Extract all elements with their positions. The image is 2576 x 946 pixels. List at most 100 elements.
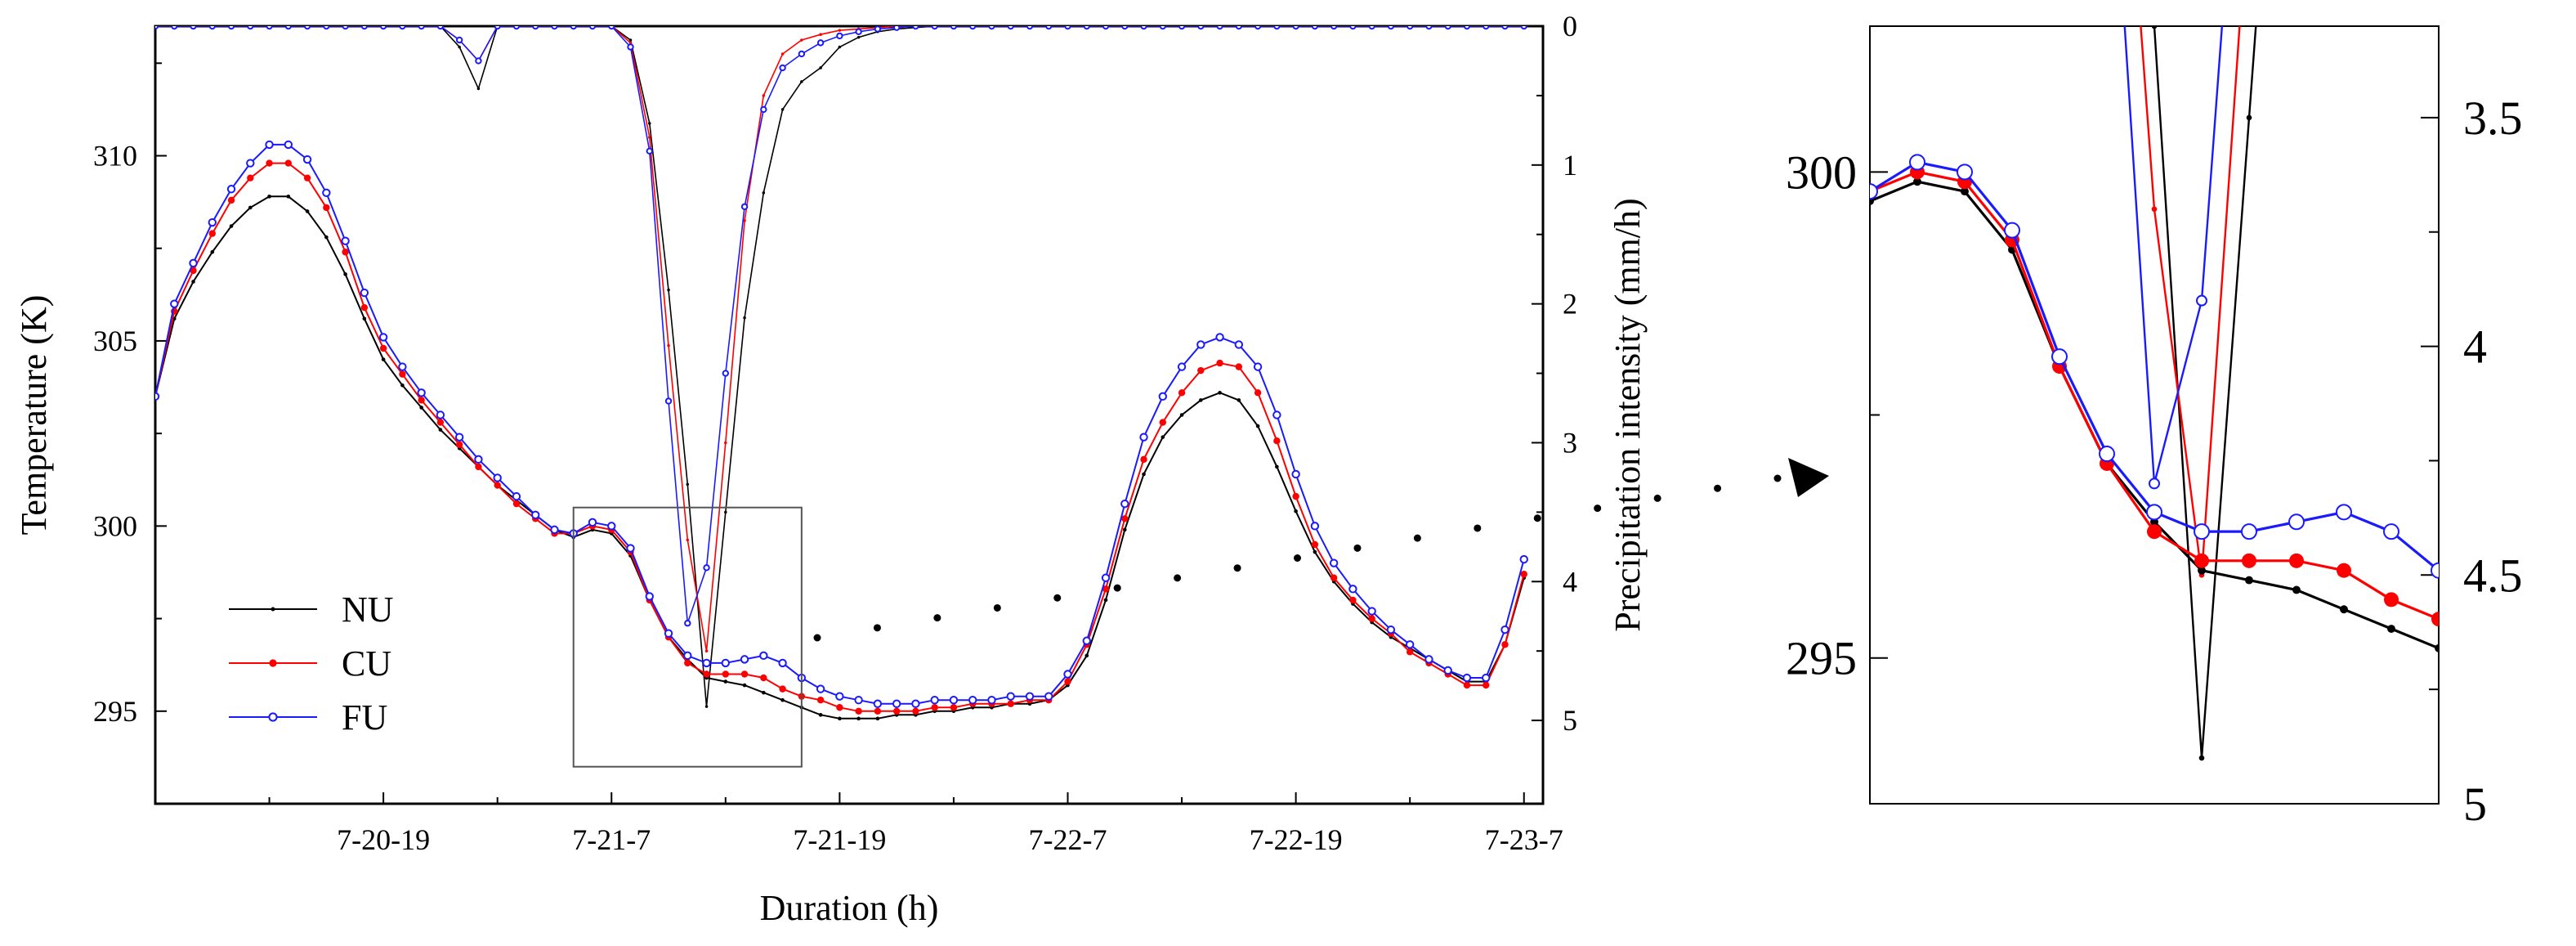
- temp-series-fu-point: [302, 155, 312, 164]
- temp-series-cu-point: [1463, 681, 1471, 689]
- precip-series-fu-point: [284, 26, 293, 30]
- precip-series-cu-point: [667, 343, 670, 347]
- precip-series-fu-point: [1083, 26, 1090, 30]
- temp-series-fu-point: [1310, 522, 1320, 531]
- temp-series-nu-point: [780, 697, 785, 702]
- inset-temp-cu-point: [2242, 553, 2256, 568]
- precip-series-fu-point: [1159, 26, 1166, 30]
- pointer-arrowhead: [1788, 458, 1829, 497]
- temp-series-fu-point: [360, 288, 369, 298]
- temp-series-nu-point: [1142, 472, 1146, 477]
- temp-series-cu-point: [1140, 455, 1147, 464]
- x-tick-label: 7-20-19: [337, 823, 430, 856]
- inset-precip-cu: [2140, 26, 2241, 578]
- inset-temp-cu-point: [2194, 553, 2209, 568]
- temp-series-fu-point: [1177, 362, 1187, 371]
- temp-series-fu-point: [1424, 655, 1433, 664]
- temp-series-fu-point: [1120, 499, 1129, 509]
- temp-series-fu-point: [226, 185, 236, 194]
- precip-series-nu-point: [743, 316, 746, 320]
- temp-series-fu-point: [170, 299, 179, 308]
- precip-series-fu-point: [1463, 26, 1471, 30]
- temp-series-cu-point: [1520, 571, 1527, 578]
- pointer-dot: [1714, 484, 1722, 492]
- precip-series-cu-point: [704, 649, 709, 652]
- temp-series-fu-point: [1482, 673, 1491, 683]
- precip-series-fu-point: [303, 26, 311, 30]
- temp-series-cu-point: [779, 685, 786, 693]
- precip-series-nu-point: [800, 80, 803, 83]
- temp-series-cu-point: [892, 707, 901, 715]
- temp-series-cu-point: [1159, 419, 1166, 426]
- inset-precip-nu: [2151, 26, 2257, 761]
- temp-series-fu-point: [949, 696, 959, 705]
- temp-series-fu-point: [1386, 625, 1396, 634]
- precip-series-fu-point: [912, 26, 919, 30]
- temp-series-fu-point: [1006, 692, 1015, 701]
- temp-series-nu-point: [1122, 527, 1127, 532]
- temp-series-fu-point: [930, 696, 939, 705]
- temp-series-cu-point: [855, 707, 862, 715]
- plot-frame: [154, 25, 1545, 805]
- inset-y-tick-label: 300: [1786, 146, 1857, 199]
- y-tick-label: 305: [93, 325, 137, 357]
- pointer-dot: [813, 634, 821, 642]
- inset-precip-fu: [2123, 26, 2224, 490]
- temp-series-nu-point: [1218, 391, 1222, 395]
- temp-series-cu-point: [512, 500, 521, 508]
- temp-series-nu-point: [324, 235, 329, 240]
- temp-series-fu-point: [550, 525, 559, 535]
- precip-series-fu-point: [323, 26, 330, 30]
- precip-series-fu-point: [722, 370, 730, 377]
- inset-precip-fu-line: [2123, 26, 2224, 484]
- precip-series-fu-point: [1140, 26, 1147, 30]
- zoom-pointer: [813, 458, 1829, 642]
- inset-temp-cu-point: [2289, 553, 2304, 568]
- temp-series-nu-point: [1103, 598, 1108, 603]
- temp-series-fu-point: [189, 258, 198, 268]
- precip-series-fu-point: [551, 26, 558, 30]
- temp-series-cu-point: [399, 370, 406, 378]
- precip-series-fu-point: [1102, 26, 1110, 30]
- inset-temp-nu-point: [2435, 643, 2439, 652]
- precip-series-fu-point: [399, 26, 406, 30]
- pointer-dot: [1353, 544, 1362, 552]
- temp-series-cu-point: [874, 707, 882, 715]
- inset-precip-cu-point: [2151, 206, 2158, 213]
- inset-y2-tick-label: 4.5: [2463, 549, 2523, 602]
- temp-series-nu-point: [838, 716, 842, 721]
- temp-series-cu-point: [323, 204, 330, 212]
- precip-series-fu-point: [1254, 26, 1262, 30]
- temp-series-nu: [155, 195, 1527, 721]
- temp-series-fu-point: [378, 333, 388, 342]
- precip-series-fu-point: [342, 26, 349, 30]
- temp-series-cu-point: [190, 267, 197, 275]
- precip-series-fu-point: [1368, 26, 1375, 30]
- temp-series-nu-point: [343, 272, 347, 276]
- precip-series-fu-point: [1235, 26, 1243, 30]
- precip-series-fu-point: [455, 36, 463, 44]
- precip-series-fu-point: [855, 28, 862, 35]
- inset-temp-fu-point: [2383, 523, 2399, 540]
- inset-temp-fu: [1870, 154, 2439, 579]
- temp-series-nu-point: [286, 195, 291, 199]
- precip-series-fu-point: [950, 26, 958, 30]
- temp-series-cu-point: [836, 704, 843, 711]
- precip-series-fu-point: [740, 203, 749, 210]
- temp-series-fu-point: [1215, 333, 1224, 342]
- temp-series-cu-point: [1064, 678, 1071, 685]
- temp-series-cu-point: [816, 697, 825, 704]
- temp-series-fu-point: [873, 699, 883, 708]
- legend-label-nu: NU: [342, 590, 394, 630]
- precip-series-fu-point: [227, 26, 235, 30]
- temp-series-cu-point: [227, 196, 235, 204]
- precip-series-fu-point: [1406, 26, 1414, 30]
- temp-series-cu-point: [912, 707, 919, 715]
- y2-tick-label: 5: [1563, 704, 1577, 737]
- precip-series-fu-point: [208, 26, 216, 30]
- temp-series-fu-point: [835, 692, 844, 701]
- precip-series-fu-point: [1520, 26, 1527, 30]
- temp-series-fu-point: [1082, 636, 1091, 645]
- temp-series-cu-point: [1292, 492, 1299, 500]
- temp-series-cu-point: [1197, 366, 1205, 374]
